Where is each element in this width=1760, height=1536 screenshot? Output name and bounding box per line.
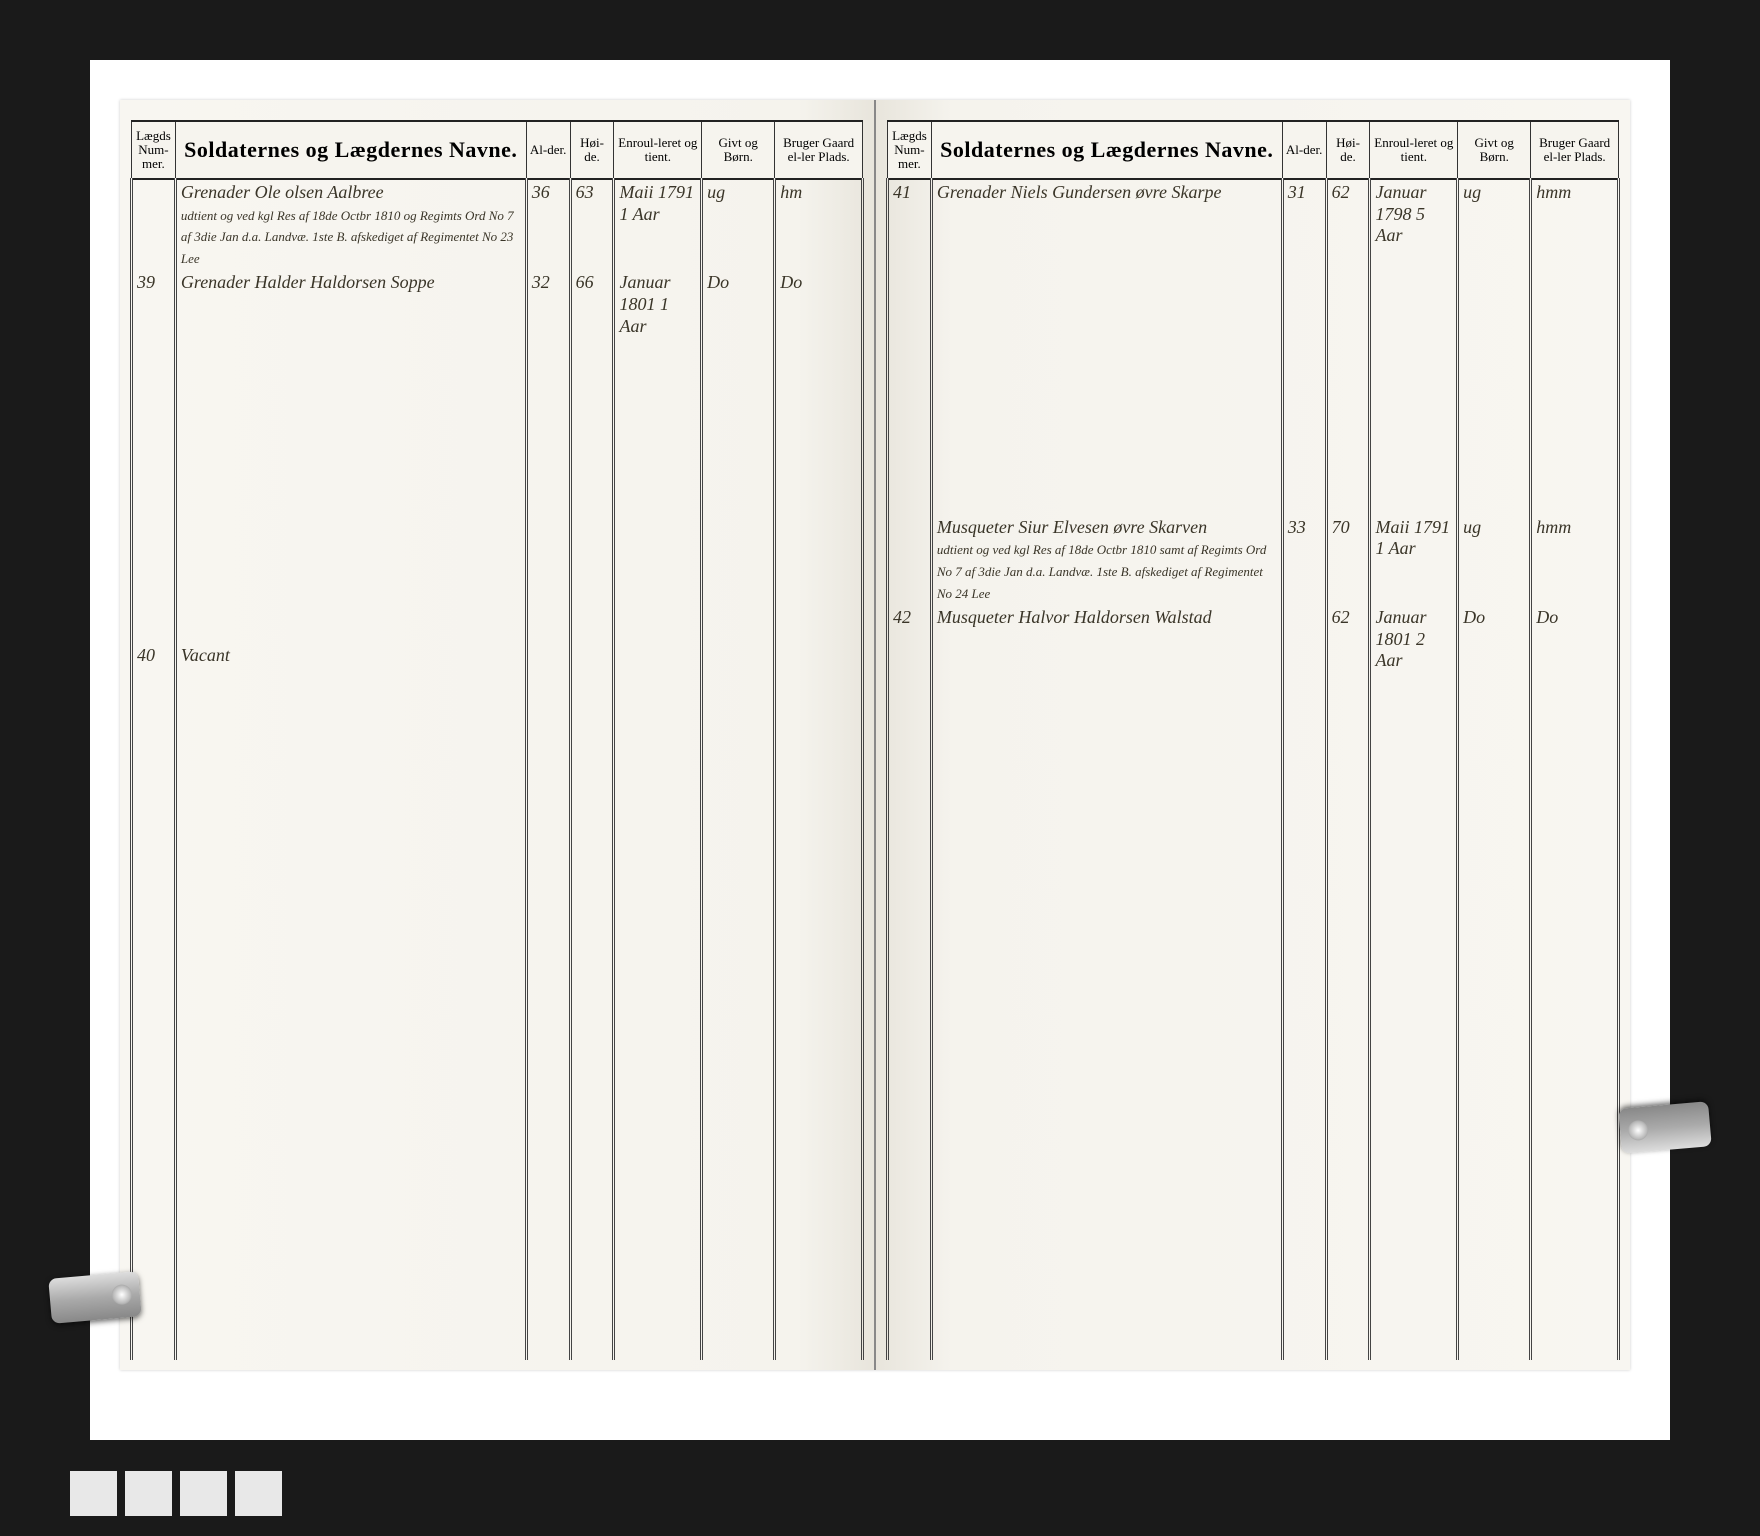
page-clip-right — [1618, 1101, 1712, 1154]
header-hoide: Høi-de. — [1326, 121, 1370, 179]
cell-hoide — [570, 643, 614, 681]
cell-name: Musqueter Siur Elvesen øvre Skarven udti… — [931, 515, 1282, 605]
cell-enroul: Januar 1801 1 Aar — [614, 270, 702, 339]
header-enroulleret: Enroul-leret og tient. — [1370, 121, 1458, 179]
spacer-row — [888, 325, 1619, 363]
cell-name: Grenader Ole olsen Aalbree udtient og ve… — [175, 179, 526, 270]
cell-num — [132, 179, 176, 270]
cell-alder: 33 — [1282, 515, 1326, 605]
cell-num: 41 — [888, 179, 932, 249]
cell-givt: ug — [702, 179, 775, 270]
cell-givt: ug — [1458, 179, 1531, 249]
spacer-row — [132, 567, 863, 605]
cell-name: Musqueter Halvor Haldorsen Walstad — [931, 605, 1282, 674]
header-givt: Givt og Børn. — [702, 121, 775, 179]
cell-givt: Do — [702, 270, 775, 339]
cell-bruger: hmm — [1531, 179, 1619, 249]
header-hoide: Høi-de. — [570, 121, 614, 179]
left-page: Lægds Num-mer. Soldaternes og Lægdernes … — [120, 100, 876, 1370]
cell-enroul: Maii 1791 1 Aar — [1370, 515, 1458, 605]
header-alder: Al-der. — [1282, 121, 1326, 179]
entry-name: Musqueter Siur Elvesen øvre Skarven — [937, 517, 1207, 537]
header-names: Soldaternes og Lægdernes Navne. — [931, 121, 1282, 179]
cell-num: 39 — [132, 270, 176, 339]
spacer-row — [132, 377, 863, 415]
header-laegds-nummer: Lægds Num-mer. — [888, 121, 932, 179]
left-ledger-table: Lægds Num-mer. Soldaternes og Lægdernes … — [130, 120, 864, 1360]
spacer-row — [132, 453, 863, 491]
filler-row — [888, 674, 1619, 1360]
cell-hoide: 62 — [1326, 605, 1370, 674]
cell-bruger: Do — [775, 270, 863, 339]
cell-hoide: 63 — [570, 179, 614, 270]
cell-enroul: Januar 1798 5 Aar — [1370, 179, 1458, 249]
entry-name: Grenader Ole olsen Aalbree — [181, 182, 384, 202]
header-alder: Al-der. — [526, 121, 570, 179]
cell-alder: 32 — [526, 270, 570, 339]
table-row: 41 Grenader Niels Gundersen øvre Skarpe … — [888, 179, 1619, 249]
cell-bruger: Do — [1531, 605, 1619, 674]
spacer-row — [132, 605, 863, 643]
header-givt: Givt og Børn. — [1458, 121, 1531, 179]
cell-givt — [702, 643, 775, 681]
header-row: Lægds Num-mer. Soldaternes og Lægdernes … — [132, 121, 863, 179]
header-enroulleret: Enroul-leret og tient. — [614, 121, 702, 179]
microfilm-sprocket — [70, 1471, 290, 1516]
cell-name: Vacant — [175, 643, 526, 681]
spacer-row — [888, 249, 1619, 287]
table-row: 42 Musqueter Halvor Haldorsen Walstad 62… — [888, 605, 1619, 674]
spacer-row — [888, 287, 1619, 325]
spacer-row — [132, 491, 863, 529]
header-row: Lægds Num-mer. Soldaternes og Lægdernes … — [888, 121, 1619, 179]
table-row: Grenader Ole olsen Aalbree udtient og ve… — [132, 179, 863, 270]
cell-alder: 36 — [526, 179, 570, 270]
cell-bruger: hm — [775, 179, 863, 270]
cell-num: 42 — [888, 605, 932, 674]
table-row: Musqueter Siur Elvesen øvre Skarven udti… — [888, 515, 1619, 605]
filler-row — [132, 681, 863, 1360]
cell-alder: 31 — [1282, 179, 1326, 249]
cell-name: Grenader Niels Gundersen øvre Skarpe — [931, 179, 1282, 249]
spacer-row — [888, 439, 1619, 477]
header-bruger: Bruger Gaard el-ler Plads. — [775, 121, 863, 179]
cell-num — [888, 515, 932, 605]
header-bruger: Bruger Gaard el-ler Plads. — [1531, 121, 1619, 179]
cell-hoide: 70 — [1326, 515, 1370, 605]
page-clip-left — [48, 1271, 142, 1324]
cell-givt: ug — [1458, 515, 1531, 605]
cell-hoide: 66 — [570, 270, 614, 339]
cell-bruger — [775, 643, 863, 681]
scan-frame: Lægds Num-mer. Soldaternes og Lægdernes … — [90, 60, 1670, 1440]
ledger-book: Lægds Num-mer. Soldaternes og Lægdernes … — [120, 100, 1630, 1370]
spacer-row — [888, 477, 1619, 515]
cell-num: 40 — [132, 643, 176, 681]
cell-enroul — [614, 643, 702, 681]
cell-givt: Do — [1458, 605, 1531, 674]
cell-enroul: Januar 1801 2 Aar — [1370, 605, 1458, 674]
right-page: Lægds Num-mer. Soldaternes og Lægdernes … — [876, 100, 1630, 1370]
entry-sub: udtient og ved kgl Res af 18de Octbr 181… — [181, 208, 514, 266]
spacer-row — [132, 529, 863, 567]
cell-alder — [1282, 605, 1326, 674]
cell-alder — [526, 643, 570, 681]
table-row: 40 Vacant — [132, 643, 863, 681]
spacer-row — [132, 339, 863, 377]
cell-bruger: hmm — [1531, 515, 1619, 605]
spacer-row — [888, 401, 1619, 439]
entry-sub: udtient og ved kgl Res af 18de Octbr 181… — [937, 542, 1267, 600]
cell-enroul: Maii 1791 1 Aar — [614, 179, 702, 270]
header-laegds-nummer: Lægds Num-mer. — [132, 121, 176, 179]
cell-name: Grenader Halder Haldorsen Soppe — [175, 270, 526, 339]
header-names: Soldaternes og Lægdernes Navne. — [175, 121, 526, 179]
table-row: 39 Grenader Halder Haldorsen Soppe 32 66… — [132, 270, 863, 339]
cell-hoide: 62 — [1326, 179, 1370, 249]
spacer-row — [132, 415, 863, 453]
right-ledger-table: Lægds Num-mer. Soldaternes og Lægdernes … — [886, 120, 1620, 1360]
spacer-row — [888, 363, 1619, 401]
